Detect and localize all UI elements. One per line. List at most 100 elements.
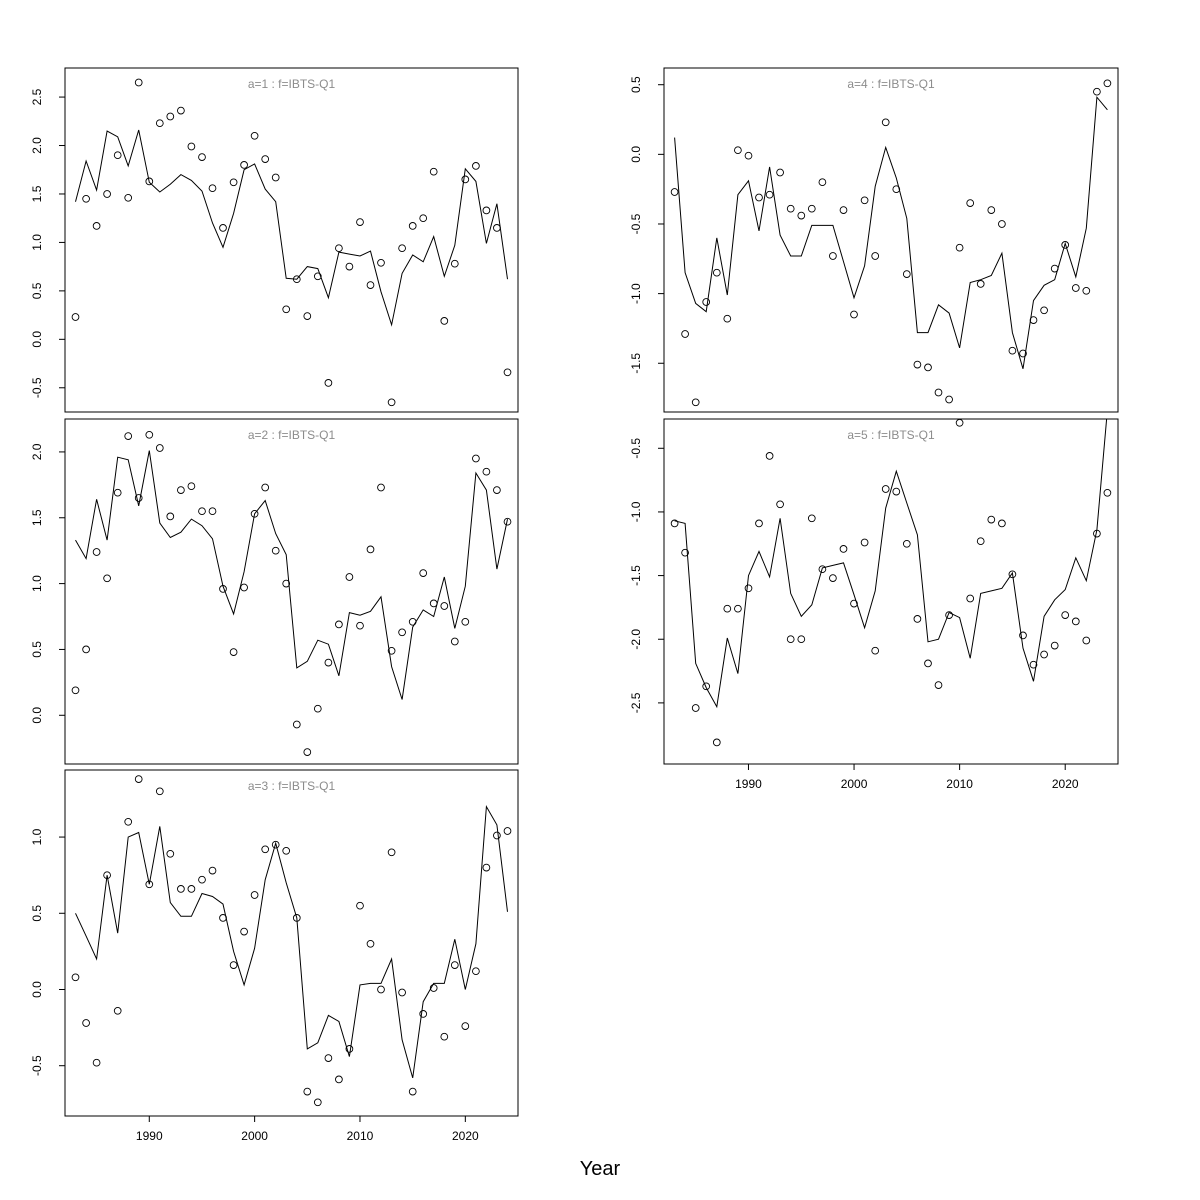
observed-point xyxy=(335,244,343,253)
observed-point xyxy=(987,515,996,524)
observed-point xyxy=(482,863,491,872)
observed-point xyxy=(398,988,406,997)
observed-point xyxy=(1061,241,1070,249)
observed-point xyxy=(998,519,1006,528)
plot-data-area xyxy=(670,419,1112,747)
observed-point xyxy=(681,330,689,338)
observed-point xyxy=(387,398,396,407)
observed-point xyxy=(1103,488,1112,497)
observed-point xyxy=(387,646,396,655)
observed-point xyxy=(198,153,206,161)
observed-point xyxy=(493,486,501,494)
observed-point xyxy=(366,281,375,289)
observed-point xyxy=(913,615,922,623)
y-tick-label: 2.0 xyxy=(30,137,44,154)
observed-point xyxy=(219,224,227,232)
observed-point xyxy=(345,262,354,271)
observed-point xyxy=(924,659,932,668)
observed-point xyxy=(92,222,101,230)
observed-point xyxy=(113,488,122,497)
y-tick-label: -1.5 xyxy=(629,353,643,374)
observed-point xyxy=(1093,87,1101,96)
observed-point xyxy=(850,310,858,319)
observed-point xyxy=(82,194,90,203)
chart-panel-4: a=5 : f=IBTS-Q1 -2.5 -2.0 -1.5 -1.0 -0.5 1990 2… xyxy=(629,418,1119,791)
observed-point xyxy=(229,178,238,187)
plot-data-area xyxy=(670,79,1112,407)
y-tick-label: -0.5 xyxy=(629,213,643,234)
observed-point xyxy=(324,379,333,387)
y-tick-label: 1.0 xyxy=(30,575,44,592)
observed-point xyxy=(966,199,975,207)
x-tick-label: 2020 xyxy=(1052,777,1079,791)
observed-point xyxy=(1040,306,1048,315)
observed-point xyxy=(113,1006,122,1015)
plot-data-area xyxy=(71,775,512,1107)
observed-point xyxy=(723,604,732,613)
observed-point xyxy=(461,617,470,626)
observed-point xyxy=(712,738,721,747)
plot-frame xyxy=(663,418,1119,765)
x-tick-label: 2000 xyxy=(841,777,868,791)
observed-point xyxy=(860,538,869,547)
x-axis-label: Year xyxy=(579,1158,621,1180)
observed-point xyxy=(860,196,869,205)
observed-point xyxy=(398,244,406,253)
observed-point xyxy=(902,270,911,278)
observed-point xyxy=(398,628,406,637)
observed-point xyxy=(92,1058,101,1067)
observed-point xyxy=(250,509,259,518)
observed-point xyxy=(408,222,417,230)
observed-point xyxy=(166,849,175,858)
y-tick-label: 2.5 xyxy=(30,88,44,105)
panel-title: a=4 : f=IBTS-Q1 xyxy=(847,77,935,91)
observed-point xyxy=(240,927,248,936)
observed-point xyxy=(786,635,795,644)
observed-point xyxy=(229,648,238,656)
observed-point xyxy=(818,565,827,574)
observed-point xyxy=(755,193,763,202)
observed-point xyxy=(313,704,322,713)
observed-point xyxy=(387,848,396,857)
observed-point xyxy=(166,112,175,121)
observed-point xyxy=(377,985,385,994)
observed-point xyxy=(902,539,911,548)
observed-point xyxy=(913,360,922,369)
chart-panel-2: a=4 : f=IBTS-Q1 -1.5 -1.0 -0.5 0.0 0.5 xyxy=(629,67,1119,413)
observed-point xyxy=(829,574,837,582)
y-tick-label: 0.5 xyxy=(30,641,44,658)
observed-point xyxy=(419,214,428,223)
observed-point xyxy=(419,1010,428,1018)
panel-title: a=1 : f=IBTS-Q1 xyxy=(248,77,336,91)
observed-point xyxy=(356,621,364,630)
observed-point xyxy=(366,939,375,948)
y-tick-label: 0.0 xyxy=(30,707,44,724)
observed-point xyxy=(1103,79,1112,88)
observed-point xyxy=(440,602,449,610)
observed-point xyxy=(765,452,774,460)
observed-point xyxy=(71,686,80,695)
panel-title: a=3 : f=IBTS-Q1 xyxy=(248,779,336,793)
observed-point xyxy=(103,190,111,198)
observed-point xyxy=(71,973,80,982)
observed-point xyxy=(282,305,291,314)
observed-point xyxy=(461,175,470,184)
observed-point xyxy=(1008,570,1017,579)
observed-point xyxy=(261,155,270,163)
observed-point xyxy=(187,885,196,893)
observed-point xyxy=(271,840,280,849)
observed-point xyxy=(765,190,774,199)
observed-point xyxy=(408,1087,417,1096)
observed-point xyxy=(440,317,449,325)
observed-point xyxy=(493,831,501,840)
observed-point xyxy=(198,507,206,516)
observed-point xyxy=(177,486,185,494)
observed-point xyxy=(1040,650,1048,659)
fitted-line xyxy=(75,804,508,1079)
observed-point xyxy=(166,512,175,521)
observed-point xyxy=(934,681,943,689)
observed-point xyxy=(187,482,196,491)
observed-point xyxy=(871,252,880,260)
observed-point xyxy=(987,206,996,214)
observed-point xyxy=(734,146,742,155)
